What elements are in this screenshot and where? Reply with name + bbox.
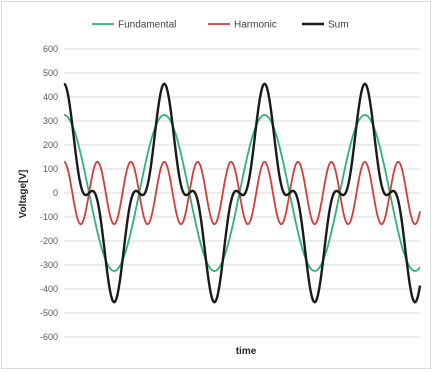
y-tick-labels: 600 500 400 300 200 100 0 -100 -200 -300 -400 -500 -… [40,44,58,342]
series-line-harmonic [63,160,421,226]
y-tick-label: -300 [40,260,58,270]
grid [64,48,420,338]
y-tick-label: 300 [43,116,58,126]
y-tick-label: 500 [43,68,58,78]
y-tick-label: 200 [43,140,58,150]
series-line-sum [63,82,422,304]
y-tick-label: -600 [40,332,58,342]
y-tick-label: 0 [53,188,58,198]
series-lines [63,82,422,304]
legend-label-sum: Sum [328,20,349,31]
legend: Fundamental Harmonic Sum [92,20,349,31]
y-tick-label: -400 [40,284,58,294]
y-tick-label: 100 [43,164,58,174]
legend-label-harmonic: Harmonic [234,20,277,31]
y-tick-label: -200 [40,236,58,246]
y-tick-label: 600 [43,44,58,54]
y-tick-label: -500 [40,308,58,318]
legend-label-fundamental: Fundamental [118,20,176,31]
y-axis-title: Voltage[V] [18,170,29,219]
y-tick-label: -100 [40,212,58,222]
y-tick-label: 400 [43,92,58,102]
x-axis-title: time [236,346,257,357]
